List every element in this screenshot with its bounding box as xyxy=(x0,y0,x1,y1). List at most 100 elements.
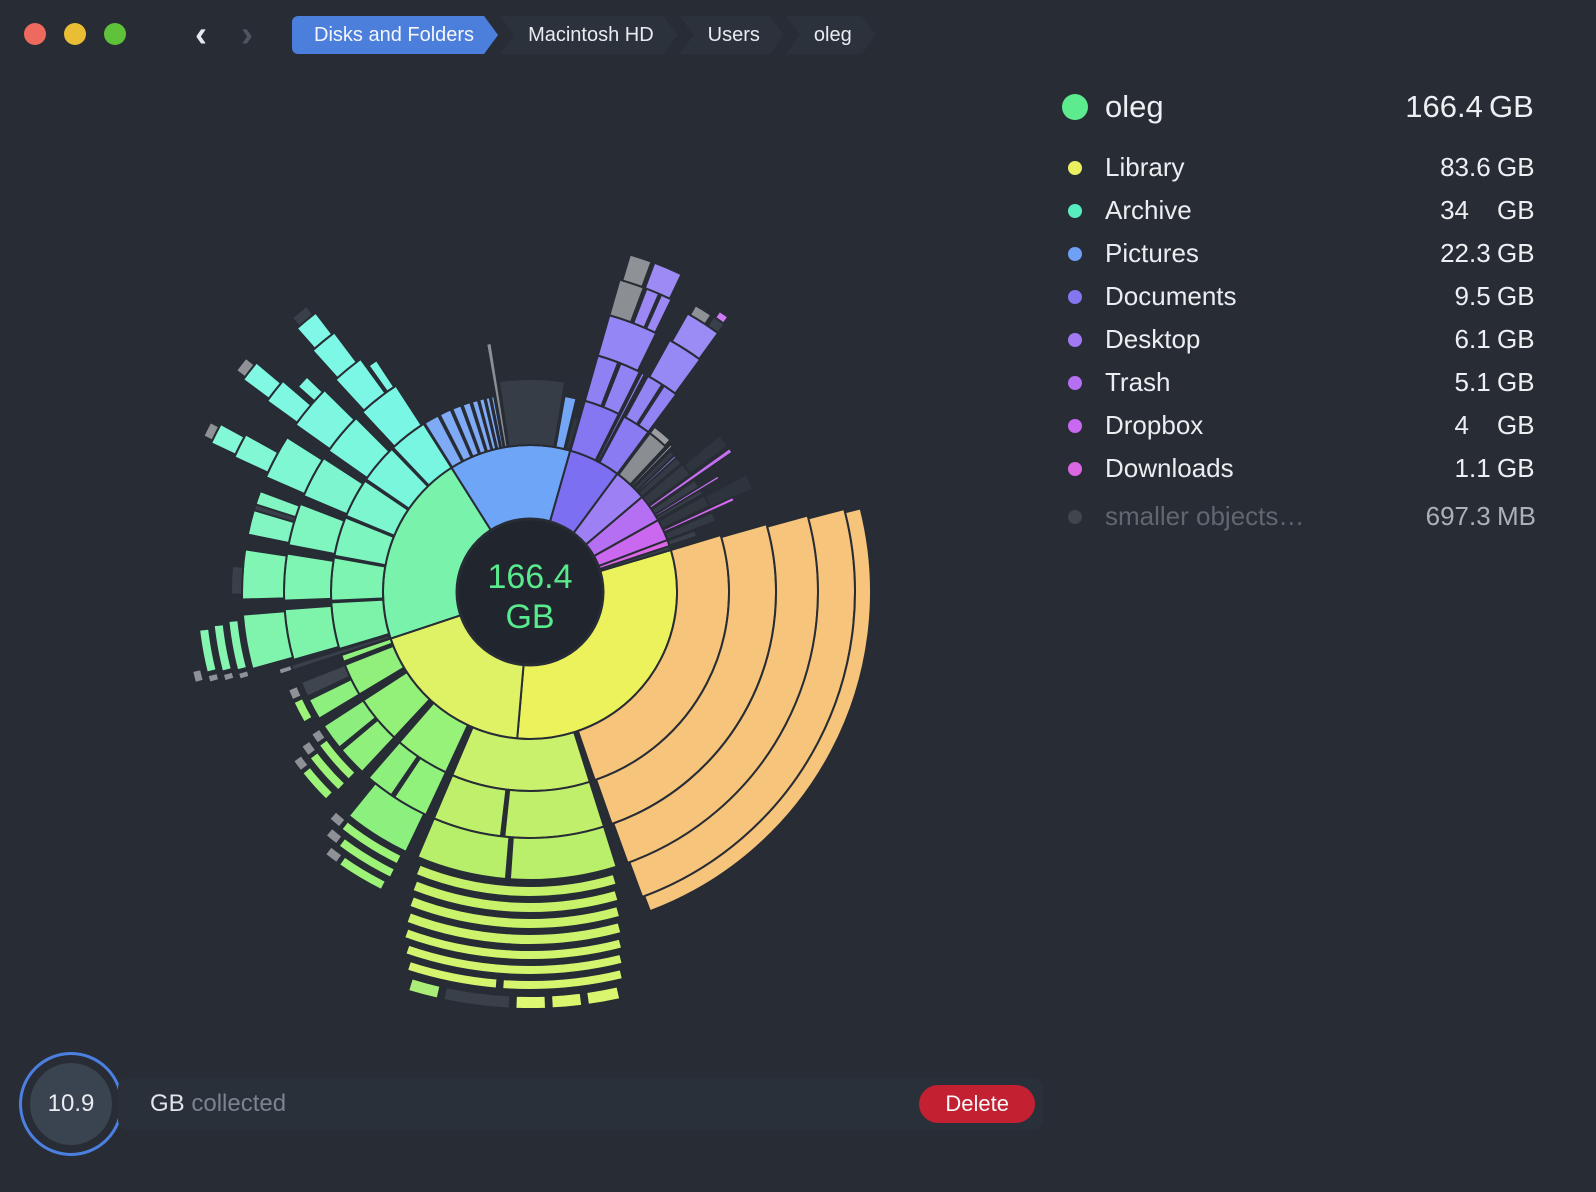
legend-item-trash[interactable]: Trash 5.1 GB xyxy=(1055,361,1545,404)
breadcrumb-item-macintosh-hd[interactable]: Macintosh HD xyxy=(500,16,678,54)
sunburst-segment[interactable] xyxy=(643,261,683,301)
collector-bar[interactable]: GB collected Delete xyxy=(118,1078,1043,1130)
sunburst-segment[interactable] xyxy=(554,394,578,451)
legend-item-desktop[interactable]: Desktop 6.1 GB xyxy=(1055,318,1545,361)
collector-badge[interactable]: 10.9 xyxy=(19,1052,123,1156)
sunburst-segment[interactable] xyxy=(277,663,294,676)
sunburst-segment[interactable] xyxy=(484,395,502,450)
sunburst-segment[interactable] xyxy=(550,991,584,1010)
sunburst-center[interactable] xyxy=(455,517,605,667)
sunburst-segment[interactable] xyxy=(416,817,511,881)
sunburst-segment[interactable] xyxy=(327,809,348,829)
sunburst-segment[interactable] xyxy=(407,895,622,930)
sunburst-segment[interactable] xyxy=(191,668,206,685)
sunburst-segment[interactable] xyxy=(307,677,361,721)
sunburst-segment[interactable] xyxy=(713,309,730,325)
sunburst-segment[interactable] xyxy=(309,727,328,745)
sunburst-segment[interactable] xyxy=(405,959,499,990)
sunburst-segment[interactable] xyxy=(406,977,442,1000)
sunburst-segment[interactable] xyxy=(212,623,234,673)
sunburst-segment[interactable] xyxy=(292,696,314,724)
legend-item-smaller-objects-[interactable]: smaller objects… 697.3 MB xyxy=(1055,495,1545,538)
legend-item-documents[interactable]: Documents 9.5 GB xyxy=(1055,275,1545,318)
sunburst-segment[interactable] xyxy=(347,781,426,854)
sunburst-segment[interactable] xyxy=(227,619,249,672)
sunburst-segment[interactable] xyxy=(653,474,721,518)
sunburst-segment[interactable] xyxy=(229,564,245,596)
sunburst-segment[interactable] xyxy=(299,739,318,758)
zoom-button[interactable] xyxy=(104,23,126,45)
sunburst-segment[interactable] xyxy=(290,304,315,328)
sunburst-segment[interactable] xyxy=(503,780,606,840)
sunburst-segment[interactable] xyxy=(337,836,397,880)
sunburst-segment[interactable] xyxy=(681,433,730,476)
sunburst-segment[interactable] xyxy=(438,408,473,463)
sunburst-segment[interactable] xyxy=(291,753,311,773)
legend-item-library[interactable]: Library 83.6 GB xyxy=(1055,146,1545,189)
sunburst-segment[interactable] xyxy=(282,552,335,602)
sunburst-segment[interactable] xyxy=(648,425,672,448)
sunburst-segment[interactable] xyxy=(339,819,403,866)
legend-item-dropbox[interactable]: Dropbox 4 GB xyxy=(1055,404,1545,447)
folder-color-dot xyxy=(1062,94,1088,120)
sunburst-segment[interactable] xyxy=(501,968,625,991)
back-button[interactable]: ‹ xyxy=(195,13,207,54)
sunburst-segment[interactable] xyxy=(299,663,352,699)
sunburst-segment[interactable] xyxy=(477,397,498,452)
sunburst-segment[interactable] xyxy=(241,610,295,671)
sunburst-segment[interactable] xyxy=(323,845,344,865)
sunburst-segment[interactable] xyxy=(241,548,288,601)
sunburst-segment[interactable] xyxy=(688,303,713,326)
legend-header-row[interactable]: oleg 166.4 GB xyxy=(1055,80,1545,134)
legend-item-archive[interactable]: Archive 34 GB xyxy=(1055,189,1545,232)
sunburst-segment[interactable] xyxy=(489,395,505,449)
sunburst-segment[interactable] xyxy=(283,604,340,662)
minimize-button[interactable] xyxy=(64,23,86,45)
sunburst-segment[interactable] xyxy=(643,507,872,913)
sunburst-segment[interactable] xyxy=(308,750,347,792)
sunburst-segment[interactable] xyxy=(197,627,218,674)
sunburst-segment[interactable] xyxy=(317,738,358,782)
sunburst-segment[interactable] xyxy=(508,825,618,881)
sunburst-segment[interactable] xyxy=(337,855,388,892)
sunburst-segment[interactable] xyxy=(252,503,297,524)
sunburst-segment[interactable] xyxy=(414,863,618,898)
sunburst-segment[interactable] xyxy=(514,994,548,1010)
sunburst-segment[interactable] xyxy=(423,414,464,469)
sunburst-segment[interactable] xyxy=(402,927,624,962)
sunburst-segment[interactable] xyxy=(585,985,622,1007)
legend-item-pictures[interactable]: Pictures 22.3 GB xyxy=(1055,232,1545,275)
sunburst-segment[interactable] xyxy=(300,765,335,802)
sunburst-segment[interactable] xyxy=(206,671,221,684)
sunburst-segment[interactable] xyxy=(621,253,653,289)
sunburst-segment[interactable] xyxy=(286,684,303,702)
sunburst-segment[interactable] xyxy=(322,699,378,749)
sunburst-segment[interactable] xyxy=(411,879,620,914)
sunburst-segment[interactable] xyxy=(405,911,623,946)
sunburst-segment[interactable] xyxy=(666,529,699,547)
sunburst-segment[interactable] xyxy=(236,669,251,681)
sunburst-segment[interactable] xyxy=(485,341,509,449)
legend-item-downloads[interactable]: Downloads 1.1 GB xyxy=(1055,447,1545,490)
close-button[interactable] xyxy=(24,23,46,45)
sunburst-segment[interactable] xyxy=(442,986,512,1010)
sunburst-segment[interactable] xyxy=(450,404,481,459)
delete-button[interactable]: Delete xyxy=(919,1085,1035,1123)
breadcrumb-item-disks-and-folders[interactable]: Disks and Folders xyxy=(292,16,498,54)
sunburst-segment[interactable] xyxy=(497,378,567,449)
sunburst-segment[interactable] xyxy=(647,446,734,510)
sunburst-segment[interactable] xyxy=(221,670,236,683)
breadcrumb-item-users[interactable]: Users xyxy=(680,16,784,54)
sunburst-segment[interactable] xyxy=(234,356,256,379)
sunburst-segment[interactable] xyxy=(296,375,325,403)
sunburst-segment[interactable] xyxy=(201,420,221,442)
sunburst-segment[interactable] xyxy=(404,943,624,976)
sunburst-segment[interactable] xyxy=(324,826,344,846)
sunburst-segment[interactable] xyxy=(340,718,396,774)
sunburst-segment[interactable] xyxy=(461,400,488,455)
breadcrumb-item-oleg[interactable]: oleg xyxy=(786,16,876,54)
sunburst-segment[interactable] xyxy=(367,358,396,394)
forward-button[interactable]: › xyxy=(241,13,253,54)
sunburst-segment[interactable] xyxy=(635,453,678,494)
